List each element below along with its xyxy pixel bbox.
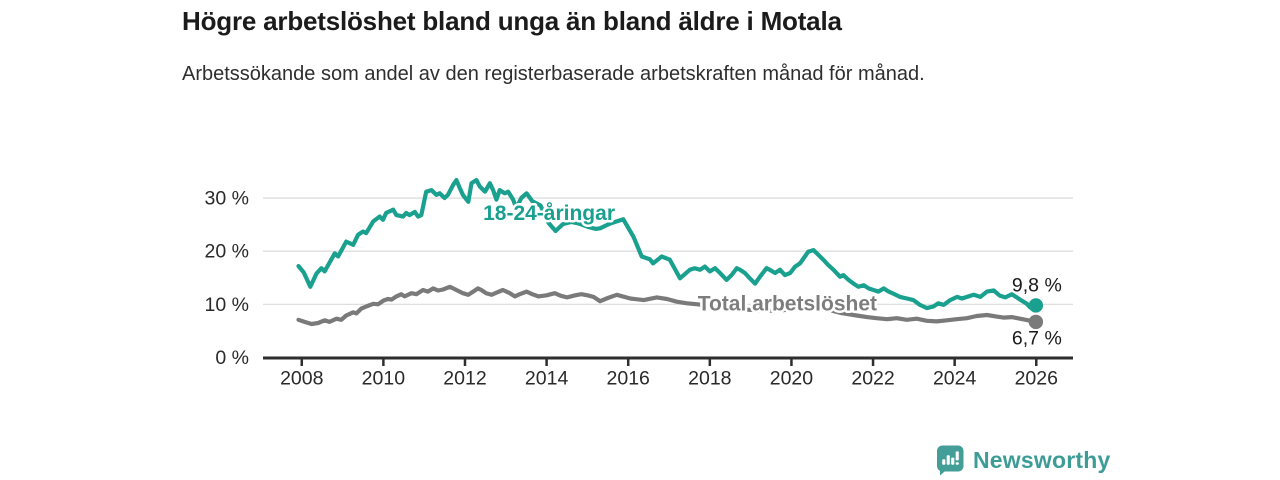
chart-subtitle: Arbetssökande som andel av den registerb…	[182, 63, 925, 85]
series-line-total	[296, 284, 1038, 327]
newsworthy-logo: Newsworthy	[936, 445, 1110, 476]
chart-header: Högre arbetslöshet bland unga än bland ä…	[182, 0, 1062, 88]
x-tick-label: 2008	[280, 368, 323, 390]
series-line-young	[296, 177, 1038, 311]
x-tick-label: 2014	[525, 368, 569, 390]
y-tick-label: 0 %	[215, 347, 249, 369]
end-value-label-total: 6,7 %	[1012, 327, 1062, 349]
newsworthy-logo-icon	[937, 445, 964, 476]
end-value-label-young: 9,8 %	[1012, 274, 1062, 296]
end-dot-total	[1028, 314, 1044, 330]
x-tick-label: 2026	[1015, 368, 1058, 390]
x-tick-label: 2012	[443, 368, 486, 390]
x-tick-label: 2022	[851, 368, 894, 390]
y-tick-label: 10 %	[205, 294, 249, 316]
end-dot-young	[1028, 298, 1044, 313]
y-tick-label: 20 %	[205, 241, 249, 263]
newsworthy-logo-text: Newsworthy	[973, 447, 1111, 473]
chart-title: Högre arbetslöshet bland unga än bland ä…	[182, 6, 842, 36]
x-tick-label: 2016	[607, 368, 650, 390]
series-label-young: 18-24-åringar	[483, 202, 615, 225]
series-label-total: Total arbetslöshet	[698, 292, 877, 315]
x-tick-label: 2010	[362, 368, 406, 390]
x-tick-label: 2020	[770, 368, 814, 390]
x-tick-label: 2024	[933, 368, 977, 390]
y-tick-label: 30 %	[205, 188, 249, 210]
x-tick-label: 2018	[688, 368, 731, 390]
